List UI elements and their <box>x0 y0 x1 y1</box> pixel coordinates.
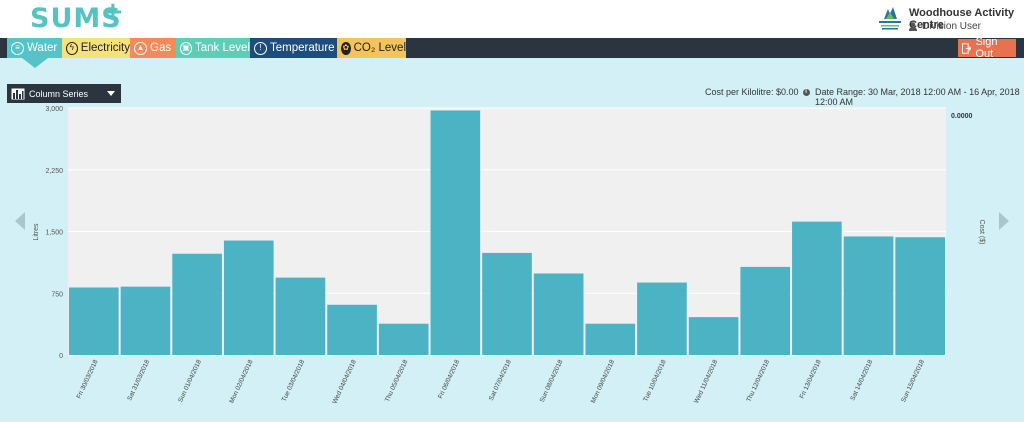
x-tick-label: Sat 14/04/2018 <box>849 359 874 402</box>
secondary-y-axis-tick: 0.0000 <box>951 113 973 120</box>
x-tick-label: Thu 12/04/2018 <box>745 359 771 404</box>
sign-out-button[interactable]: Sign Out <box>958 36 1016 60</box>
info-icon[interactable]: i <box>802 88 810 96</box>
x-tick-label: Sat 31/03/2018 <box>126 359 151 402</box>
tab-temperature[interactable]: ! Temperature <box>250 38 337 58</box>
x-tick-label: Mon 09/04/2018 <box>590 359 616 405</box>
tank-icon: ▣ <box>180 41 193 55</box>
series-type-value: Column Series <box>29 88 89 99</box>
bar[interactable] <box>533 273 584 355</box>
sign-out-icon <box>962 42 972 54</box>
tab-water-label: Water <box>27 42 58 54</box>
tab-water[interactable]: ≡ Water <box>7 38 62 58</box>
user-role: Division User <box>922 21 981 32</box>
sums-logo[interactable]: SUMS <box>30 3 122 34</box>
x-tick-label: Wed 04/04/2018 <box>331 359 358 405</box>
tab-co2-level[interactable]: ✿ CO₂ Level <box>337 38 406 58</box>
column-chart-icon <box>11 88 25 99</box>
tab-gas[interactable]: ▲ Gas <box>130 38 176 58</box>
x-tick-label: Sun 08/04/2018 <box>539 359 565 404</box>
y-axis-label: Litres <box>33 223 40 241</box>
x-tick-label: Sun 15/04/2018 <box>900 359 926 404</box>
water-usage-chart: 0 750 1,500 2,250 3,000 Fri 30/03/2018 Sat 31… <box>33 106 985 405</box>
tab-electricity[interactable]: ϟ Electricity <box>62 38 130 58</box>
logo-plus: + <box>102 0 124 27</box>
x-tick-label: Sun 01/04/2018 <box>177 359 203 404</box>
chevron-down-icon <box>107 91 115 96</box>
organisation-logo <box>879 7 901 30</box>
x-tick-label: Mon 02/04/2018 <box>228 359 254 405</box>
date-range[interactable]: Date Range: 30 Mar, 2018 12:00 AM - 16 A… <box>815 87 1020 107</box>
tab-tank-level[interactable]: ▣ Tank Level <box>176 38 250 58</box>
logo-text: SUMS <box>30 3 122 34</box>
x-tick-label: Thu 05/04/2018 <box>384 359 410 404</box>
cost-per-kilolitre: Cost per Kilolitre: $0.00 i <box>705 87 810 97</box>
bar[interactable] <box>327 304 377 355</box>
bar[interactable] <box>430 110 481 355</box>
bar[interactable] <box>223 240 274 355</box>
x-tick-label: Fri 30/03/2018 <box>76 359 100 400</box>
tab-electricity-label: Electricity <box>80 42 130 54</box>
x-axis-ticks: Fri 30/03/2018 Sat 31/03/2018 Sun 01/04/20… <box>76 359 927 405</box>
active-tab-pointer <box>22 58 48 68</box>
tab-gas-label: Gas <box>150 42 172 54</box>
x-tick-label: Tue 10/04/2018 <box>642 359 668 403</box>
organisation-name: Woodhouse Activity Centre <box>909 7 1015 31</box>
secondary-y-axis-label: Cost ($) <box>978 220 985 245</box>
flame-icon: ▲ <box>134 41 147 55</box>
next-period-arrow-icon[interactable] <box>999 212 1009 230</box>
x-tick-label: Sat 07/04/2018 <box>488 359 513 402</box>
bar[interactable] <box>843 236 894 355</box>
bar[interactable] <box>120 286 171 355</box>
utility-navbar: ≡ Water ϟ Electricity ▲ Gas ▣ Tank Level… <box>0 36 1024 60</box>
thermometer-icon: ! <box>254 41 267 55</box>
bar[interactable] <box>792 221 842 355</box>
bar[interactable] <box>69 287 119 355</box>
bar[interactable] <box>172 253 222 355</box>
x-tick-label: Fri 06/04/2018 <box>437 359 461 400</box>
bar[interactable] <box>688 317 739 355</box>
x-tick-label: Wed 11/04/2018 <box>693 359 719 405</box>
lightning-icon: ϟ <box>66 41 78 55</box>
bar[interactable] <box>378 323 429 355</box>
series-type-dropdown[interactable]: Column Series <box>7 84 121 103</box>
y-tick-label: 0 <box>59 353 63 360</box>
bar[interactable] <box>482 252 532 355</box>
bar[interactable] <box>895 237 945 355</box>
tab-co2-level-label: CO₂ Level <box>353 42 406 54</box>
water-icon: ≡ <box>11 41 24 55</box>
bar[interactable] <box>275 277 326 355</box>
sign-out-label: Sign Out <box>975 36 998 60</box>
y-tick-label: 2,250 <box>45 168 63 175</box>
tab-temperature-label: Temperature <box>270 42 335 54</box>
y-axis-ticks: 0 750 1,500 2,250 3,000 <box>45 106 63 360</box>
previous-period-arrow-icon[interactable] <box>15 212 25 230</box>
bars <box>69 110 945 355</box>
bar[interactable] <box>740 266 791 355</box>
y-tick-label: 750 <box>51 291 63 298</box>
x-tick-label: Fri 13/04/2018 <box>799 359 823 400</box>
x-tick-label: Tue 03/04/2018 <box>281 359 307 403</box>
app-header: SUMS + Woodhouse Activity Centre Divisio… <box>0 0 1024 38</box>
cost-per-kilolitre-text: Cost per Kilolitre: $0.00 <box>705 87 799 97</box>
bar[interactable] <box>585 323 636 355</box>
user-icon <box>909 22 917 31</box>
y-tick-label: 1,500 <box>45 230 63 237</box>
tab-tank-level-label: Tank Level <box>195 42 250 54</box>
y-tick-label: 3,000 <box>45 106 63 113</box>
co2-icon: ✿ <box>341 41 351 55</box>
bar[interactable] <box>637 282 687 355</box>
user-info[interactable]: Division User <box>909 21 981 32</box>
